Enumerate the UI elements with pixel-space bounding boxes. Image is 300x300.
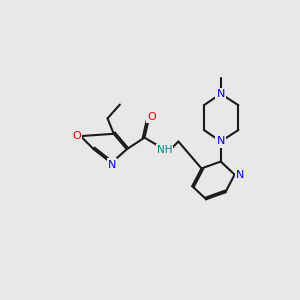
Text: N: N	[108, 160, 116, 170]
Text: N: N	[236, 169, 244, 180]
Text: O: O	[72, 131, 81, 141]
Text: NH: NH	[157, 145, 172, 155]
Text: N: N	[217, 89, 225, 99]
Text: O: O	[147, 112, 156, 122]
Text: N: N	[217, 136, 225, 146]
